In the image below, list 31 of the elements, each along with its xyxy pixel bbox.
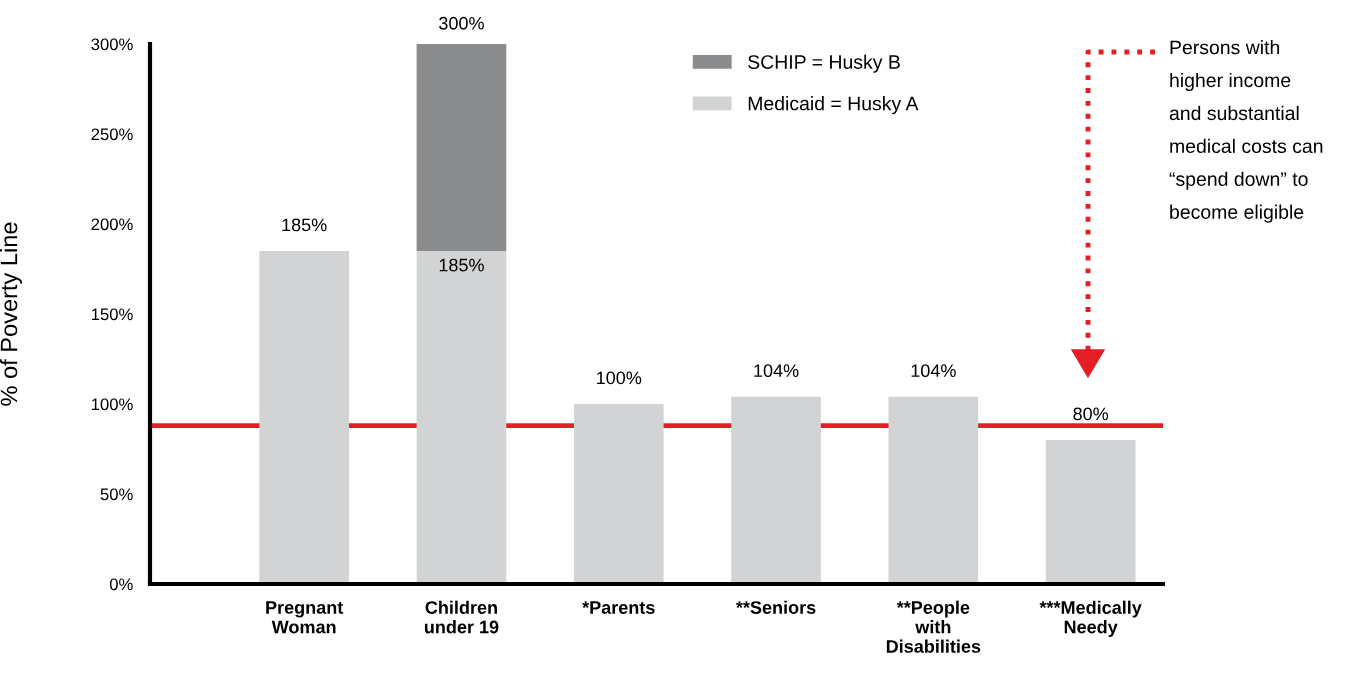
x-tick-label: ***Medically Needy bbox=[1039, 600, 1142, 637]
y-tick-label: 0% bbox=[109, 578, 133, 591]
y-tick-label: 50% bbox=[100, 488, 133, 501]
data-label: 104% bbox=[911, 364, 956, 378]
x-tick-label: Children under 19 bbox=[424, 600, 499, 634]
data-label: 185% bbox=[439, 258, 484, 272]
y-tick-label: 200% bbox=[91, 218, 133, 231]
legend-label: SCHIP = Husky B bbox=[748, 54, 900, 73]
data-label: 104% bbox=[754, 364, 799, 378]
bar bbox=[1045, 440, 1136, 584]
y-tick-label: 250% bbox=[91, 128, 133, 141]
bar bbox=[416, 44, 507, 251]
y-tick-label: 150% bbox=[91, 308, 133, 321]
bar bbox=[259, 251, 349, 584]
y-axis-title: % of Poverty Line bbox=[0, 222, 22, 406]
y-tick-label: 300% bbox=[91, 38, 133, 51]
data-label: 100% bbox=[597, 371, 642, 385]
data-label: 185% bbox=[282, 218, 327, 232]
y-tick-label: 100% bbox=[91, 398, 133, 411]
bar bbox=[731, 396, 821, 584]
x-tick-label: **People with Disabilities bbox=[886, 600, 981, 653]
legend-label: Medicaid = Husky A bbox=[748, 96, 919, 115]
total-label: 300% bbox=[439, 16, 484, 30]
bar bbox=[888, 396, 979, 584]
x-tick-label: *Parents bbox=[582, 601, 655, 614]
data-label: 80% bbox=[1073, 407, 1109, 421]
x-tick-label: **Seniors bbox=[735, 600, 816, 614]
bar bbox=[416, 251, 507, 584]
x-tick-label: Pregnant Woman bbox=[266, 601, 344, 634]
text: Persons with higher income and substantial medical costs can “spend down” to become eligible bbox=[1169, 40, 1323, 223]
bar bbox=[573, 404, 664, 584]
